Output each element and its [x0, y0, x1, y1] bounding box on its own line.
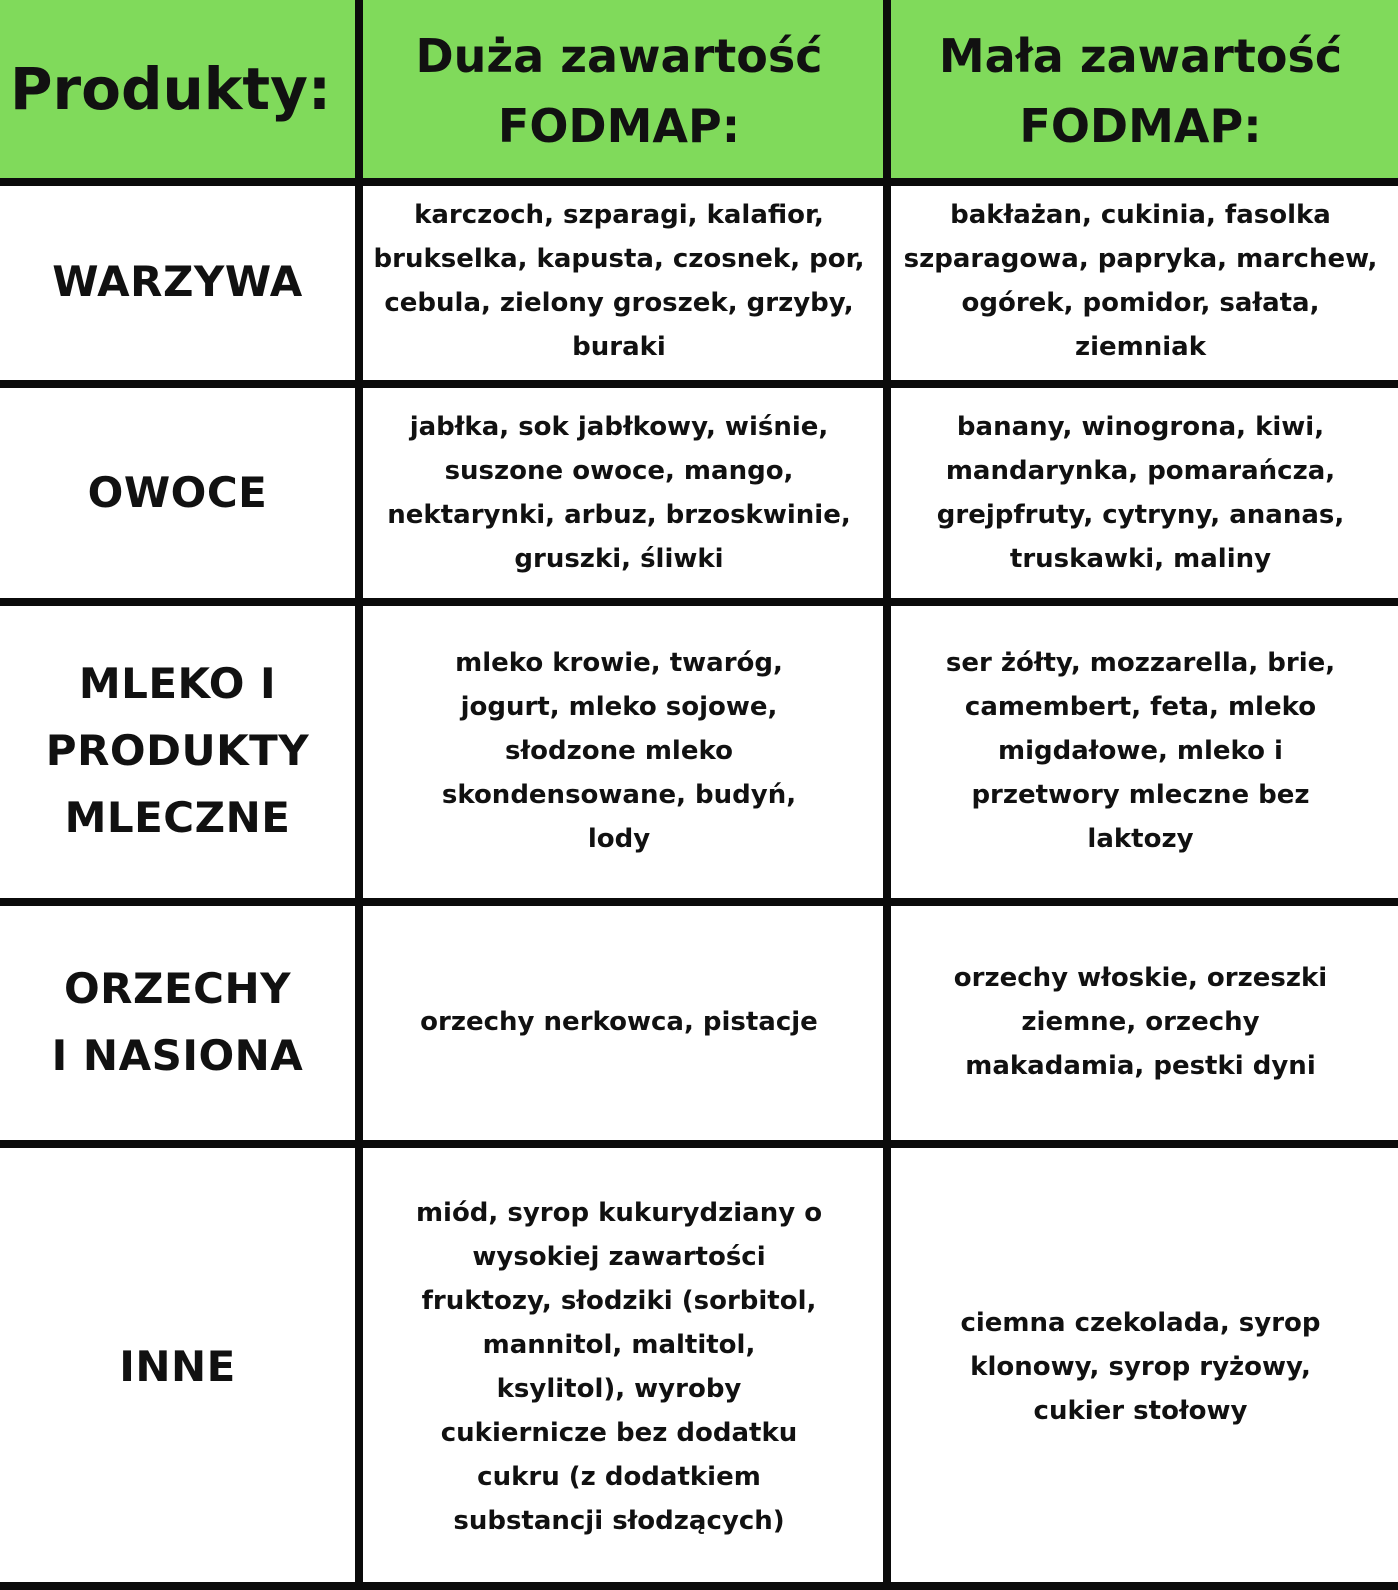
high-fodmap-line: fruktozy, słodziki (sorbitol,: [421, 1285, 817, 1316]
row-divider: [0, 598, 1398, 606]
low-fodmap-line: szparagowa, papryka, marchew,: [903, 244, 1378, 274]
low-fodmap-cell: bakłażan, cukinia, fasolka szparagowa, p…: [883, 178, 1398, 384]
row-divider: [0, 1582, 1398, 1590]
category-line: MLEKO I: [78, 659, 277, 708]
low-fodmap-line: cukier stołowy: [1033, 1395, 1248, 1426]
low-fodmap-line: ser żółty, mozzarella, brie,: [945, 647, 1336, 678]
low-fodmap-line: banany, winogrona, kiwi,: [956, 411, 1325, 442]
row-divider: [0, 1140, 1398, 1148]
header-high-fodmap-line: FODMAP:: [497, 99, 741, 153]
high-fodmap-line: wysokiej zawartości: [472, 1241, 766, 1272]
high-fodmap-line: suszone owoce, mango,: [444, 455, 794, 486]
header-low-fodmap-line: FODMAP:: [1019, 99, 1262, 153]
low-fodmap-line: mandarynka, pomarańcza,: [945, 455, 1336, 486]
low-fodmap-line: laktozy: [1087, 823, 1194, 854]
category-cell: INNE: [0, 1143, 355, 1590]
category-cell: WARZYWA: [0, 178, 355, 384]
header-high-fodmap-line: Duża zawartość: [415, 29, 823, 83]
low-fodmap-line: orzechy włoskie, orzeszki: [953, 962, 1328, 993]
high-fodmap-line: orzechy nerkowca, pistacje: [420, 1006, 818, 1037]
category-line: ORZECHY: [63, 963, 292, 1013]
header-products-label: Produkty:: [10, 54, 332, 123]
high-fodmap-line: karczoch, szparagi, kalafior,: [414, 200, 824, 230]
row-divider: [0, 380, 1398, 388]
column-divider: [355, 0, 363, 1590]
high-fodmap-line: skondensowane, budyń,: [441, 779, 797, 810]
low-fodmap-line: truskawki, maliny: [1009, 543, 1272, 574]
low-fodmap-line: migdałowe, mleko i: [998, 735, 1283, 766]
high-fodmap-cell: jabłka, sok jabłkowy, wiśnie, suszone ow…: [355, 384, 883, 601]
low-fodmap-line: przetwory mleczne bez: [971, 779, 1310, 810]
category-line: I NASIONA: [51, 1030, 304, 1080]
low-fodmap-line: camembert, feta, mleko: [964, 691, 1317, 722]
high-fodmap-line: jabłka, sok jabłkowy, wiśnie,: [409, 411, 829, 442]
high-fodmap-line: mleko krowie, twaróg,: [455, 647, 783, 678]
category-cell: OWOCE: [0, 384, 355, 601]
high-fodmap-line: cukru (z dodatkiem: [477, 1461, 761, 1492]
high-fodmap-cell: miód, syrop kukurydziany o wysokiej zawa…: [355, 1143, 883, 1590]
high-fodmap-line: jogurt, mleko sojowe,: [460, 691, 778, 722]
low-fodmap-line: ziemne, orzechy: [1021, 1006, 1260, 1037]
low-fodmap-line: bakłażan, cukinia, fasolka: [950, 200, 1331, 230]
category-cell: ORZECHY I NASIONA: [0, 900, 355, 1143]
low-fodmap-cell: ciemna czekolada, syrop klonowy, syrop r…: [883, 1143, 1398, 1590]
category-line: MLECZNE: [64, 793, 291, 842]
high-fodmap-line: ksylitol), wyroby: [496, 1373, 742, 1404]
high-fodmap-line: substancji słodzących): [453, 1505, 785, 1536]
header-low-fodmap-line: Mała zawartość: [938, 29, 1343, 83]
category-line: OWOCE: [87, 468, 268, 517]
low-fodmap-line: grejpfruty, cytryny, ananas,: [936, 499, 1345, 530]
high-fodmap-line: gruszki, śliwki: [514, 543, 724, 574]
column-divider: [883, 0, 891, 1590]
header-products-cell: Produkty:: [0, 0, 355, 178]
category-line: WARZYWA: [52, 256, 303, 306]
high-fodmap-line: lody: [587, 823, 651, 854]
category-line: INNE: [119, 1342, 236, 1391]
low-fodmap-line: klonowy, syrop ryżowy,: [970, 1351, 1311, 1382]
low-fodmap-cell: orzechy włoskie, orzeszki ziemne, orzech…: [883, 900, 1398, 1143]
high-fodmap-line: słodzone mleko: [505, 735, 733, 766]
high-fodmap-line: mannitol, maltitol,: [482, 1329, 756, 1360]
high-fodmap-cell: orzechy nerkowca, pistacje: [355, 900, 883, 1143]
low-fodmap-line: ogórek, pomidor, sałata,: [961, 288, 1320, 318]
low-fodmap-cell: banany, winogrona, kiwi, mandarynka, pom…: [883, 384, 1398, 601]
high-fodmap-line: cukiernicze bez dodatku: [440, 1417, 798, 1448]
low-fodmap-line: ciemna czekolada, syrop: [960, 1307, 1321, 1338]
high-fodmap-cell: karczoch, szparagi, kalafior, brukselka,…: [355, 178, 883, 384]
high-fodmap-line: cebula, zielony groszek, grzyby,: [384, 288, 854, 318]
high-fodmap-line: miód, syrop kukurydziany o: [415, 1197, 823, 1228]
high-fodmap-line: buraki: [572, 332, 666, 362]
low-fodmap-line: ziemniak: [1074, 332, 1207, 362]
header-high-fodmap-cell: Duża zawartość FODMAP:: [355, 0, 883, 178]
row-divider: [0, 178, 1398, 186]
low-fodmap-cell: ser żółty, mozzarella, brie, camembert, …: [883, 601, 1398, 900]
category-cell: MLEKO I PRODUKTY MLECZNE: [0, 601, 355, 900]
category-line: PRODUKTY: [45, 726, 310, 775]
high-fodmap-cell: mleko krowie, twaróg, jogurt, mleko sojo…: [355, 601, 883, 900]
row-divider: [0, 898, 1398, 906]
header-low-fodmap-cell: Mała zawartość FODMAP:: [883, 0, 1398, 178]
low-fodmap-line: makadamia, pestki dyni: [965, 1050, 1316, 1081]
high-fodmap-line: nektarynki, arbuz, brzoskwinie,: [387, 499, 851, 530]
high-fodmap-line: brukselka, kapusta, czosnek, por,: [373, 244, 865, 274]
